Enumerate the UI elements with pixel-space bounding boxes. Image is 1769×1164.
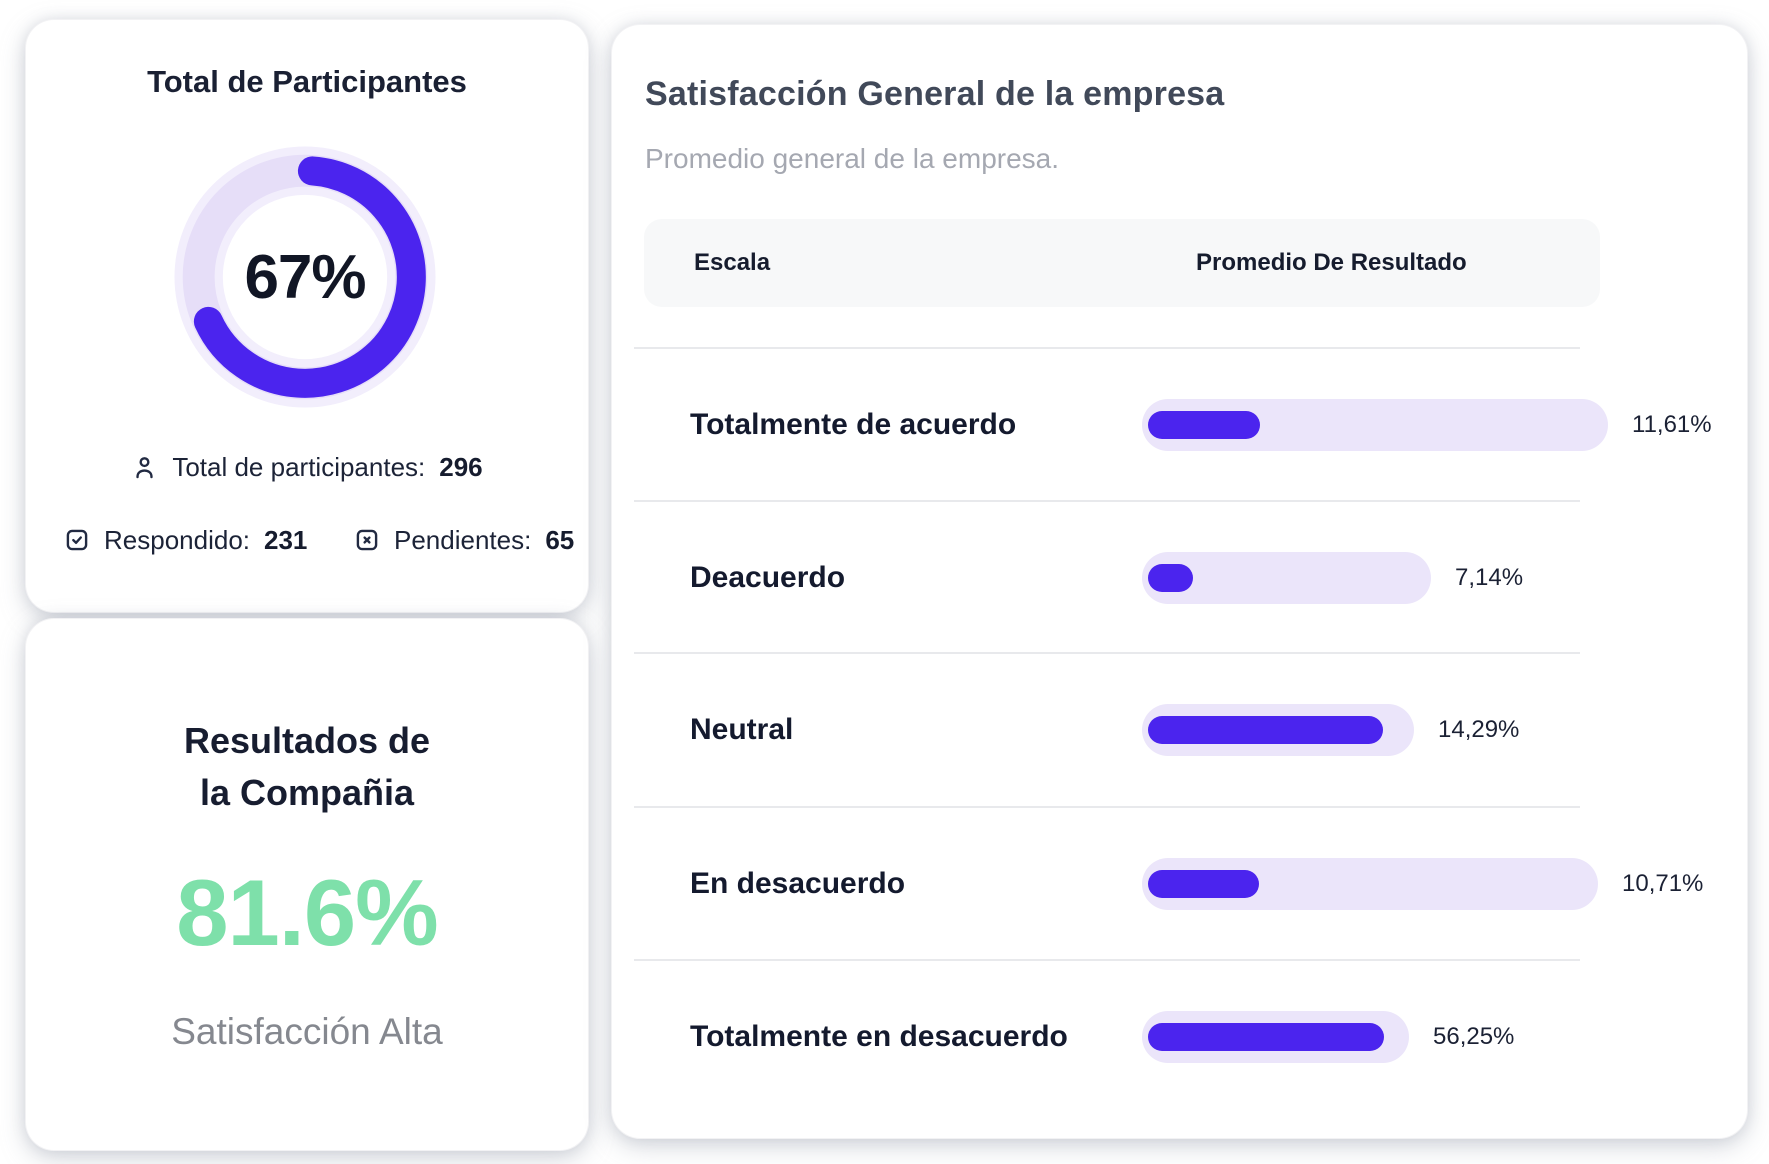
result-bar-track [1142, 1011, 1409, 1063]
responded-label: Respondido: [104, 524, 250, 555]
participation-donut-chart: 67% [160, 132, 450, 422]
result-bar-fill [1148, 564, 1193, 592]
pending-label: Pendientes: [394, 524, 532, 555]
column-header-escala: Escala [694, 249, 771, 276]
person-icon [131, 454, 158, 481]
result-value: 11,61% [1632, 411, 1712, 438]
result-bar-track [1142, 399, 1608, 451]
result-bar-track [1142, 552, 1431, 604]
total-participants-label: Total de participantes: [172, 452, 426, 482]
result-value: 56,25% [1433, 1023, 1515, 1050]
total-participants-card: Total de Participantes 67% Total de part… [26, 20, 588, 612]
row-divider [634, 347, 1580, 349]
result-value: 10,71% [1622, 870, 1704, 897]
satisfaction-level-caption: Satisfacción Alta [171, 1011, 443, 1052]
satisfaction-card-title: Satisfacción General de la empresa [645, 75, 1225, 113]
responded-stat: Respondido: 231 [64, 520, 307, 560]
donut-svg [174, 146, 436, 408]
row-divider [634, 652, 1580, 654]
x-square-icon [354, 527, 380, 553]
result-bar-track [1142, 858, 1598, 910]
pending-value: 65 [545, 524, 575, 555]
column-header-promedio: Promedio De Resultado [1196, 249, 1467, 276]
result-bar-fill [1148, 716, 1383, 744]
table-header-row: Escala Promedio De Resultado [644, 219, 1600, 307]
company-score-value: 81.6% [176, 860, 439, 965]
donut-percentage: 67% [244, 242, 366, 312]
scale-label: En desacuerdo [690, 867, 906, 900]
total-participants-stat: Total de participantes: 296 [26, 452, 588, 483]
row-divider [634, 806, 1580, 808]
general-satisfaction-card: Satisfacción General de la empresa Prome… [612, 25, 1747, 1138]
result-value: 7,14% [1455, 564, 1524, 591]
row-divider [634, 500, 1580, 502]
result-value: 14,29% [1438, 716, 1520, 743]
result-bar-fill [1148, 870, 1259, 898]
results-title-line1: Resultados de [183, 720, 431, 761]
check-square-icon [64, 527, 90, 553]
scale-label: Neutral [690, 713, 794, 746]
row-divider [634, 959, 1580, 961]
donut-progress-arc [184, 156, 426, 398]
result-bar-fill [1148, 411, 1260, 439]
responded-value: 231 [264, 524, 308, 555]
pending-stat: Pendientes: 65 [354, 520, 574, 560]
scale-label: Deacuerdo [690, 561, 846, 594]
result-bar-fill [1148, 1023, 1384, 1051]
scale-label: Totalmente de acuerdo [690, 408, 1017, 441]
scale-label: Totalmente en desacuerdo [690, 1020, 1068, 1053]
satisfaction-card-subtitle: Promedio general de la empresa. [645, 143, 1060, 174]
results-title-line2: la Compañia [199, 772, 415, 813]
participants-card-title: Total de Participantes [147, 64, 467, 99]
result-bar-track [1142, 704, 1414, 756]
total-participants-value: 296 [439, 452, 483, 482]
company-results-card: Resultados de la Compañia 81.6% Satisfac… [26, 619, 588, 1150]
results-card-title: Resultados de la Compañia [26, 715, 588, 819]
